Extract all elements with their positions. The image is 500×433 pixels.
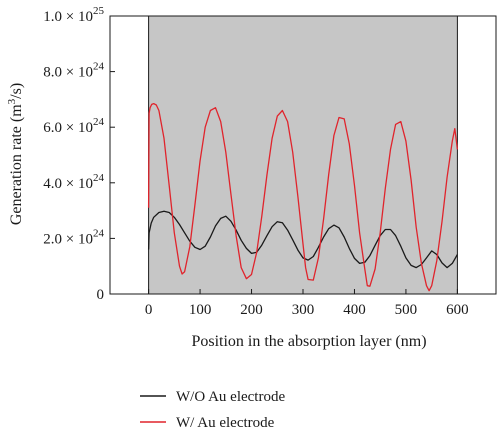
y-axis-title: Generation rate (m3/s) (6, 83, 25, 225)
x-axis-title: Position in the absorption layer (nm) (191, 333, 426, 350)
legend-label-without-au: W/O Au electrode (176, 389, 285, 405)
series-line-without-au (147, 210, 458, 269)
x-tick-label: 600 (446, 302, 469, 318)
ticks-layer: 0 100 200 300 400 500 600 0 2.0 × 1024 4.0 × 1024… (43, 5, 468, 318)
x-tick-label: 300 (292, 302, 315, 318)
x-tick-label: 500 (395, 302, 418, 318)
y-tick-label: 0 (97, 287, 105, 303)
y-tick-label: 1.0 × 1025 (43, 5, 104, 25)
y-tick-label: 2.0 × 1024 (43, 227, 104, 247)
y-tick-label: 8.0 × 1024 (43, 61, 104, 81)
legend-label-with-au: W/ Au electrode (176, 415, 275, 431)
legend: W/O Au electrode W/ Au electrode (140, 389, 285, 431)
x-tick-label: 0 (145, 302, 153, 318)
x-tick-label: 400 (343, 302, 366, 318)
series-layer (147, 102, 459, 292)
absorption-layer-region (148, 16, 458, 294)
y-tick-label: 6.0 × 1024 (43, 116, 104, 136)
series-line-with-au (147, 102, 459, 292)
plot-background (148, 16, 458, 294)
y-tick-label: 4.0 × 1024 (43, 172, 104, 192)
x-tick-label: 100 (189, 302, 212, 318)
x-tick-label: 200 (240, 302, 263, 318)
